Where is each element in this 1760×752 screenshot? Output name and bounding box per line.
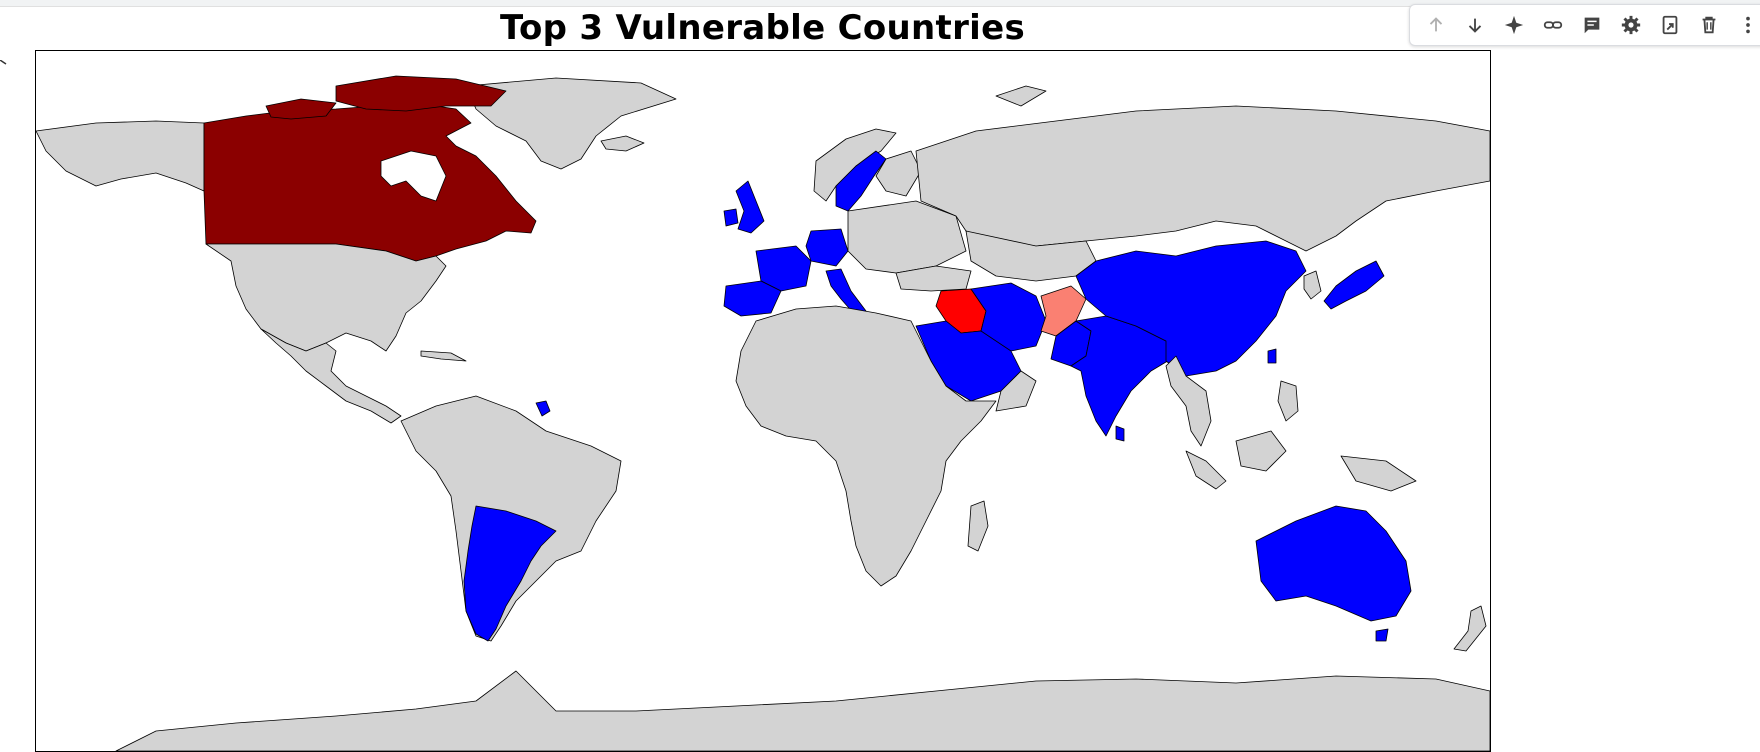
- map-madagascar: [967, 500, 989, 552]
- map-canada: [203, 102, 537, 262]
- map-greenland: [465, 77, 677, 170]
- map-ireland: [723, 208, 739, 227]
- gear-icon: [1621, 15, 1641, 35]
- map-novaya-zemlya: [995, 85, 1047, 107]
- move-up-button[interactable]: [1416, 7, 1455, 43]
- map-canada-islands-2: [265, 98, 337, 120]
- map-hudson-bay: [380, 150, 447, 202]
- map-australia: [1255, 505, 1412, 622]
- settings-button[interactable]: [1612, 7, 1651, 43]
- map-sri-lanka: [1115, 425, 1125, 442]
- map-antarctica: [115, 670, 1490, 751]
- ai-assist-button[interactable]: [1494, 7, 1533, 43]
- map-taiwan: [1267, 348, 1277, 364]
- chart-title: Top 3 Vulnerable Countries: [499, 8, 1026, 48]
- map-new-guinea: [1340, 455, 1417, 492]
- map-mexico: [260, 328, 402, 424]
- trash-icon: [1702, 16, 1716, 34]
- mirror-cell-button[interactable]: [1651, 7, 1690, 43]
- map-finland: [875, 150, 922, 197]
- map-argentina: [463, 505, 557, 642]
- map-iran: [970, 282, 1047, 352]
- map-china: [1075, 240, 1307, 377]
- arrow-down-icon: [1468, 18, 1481, 33]
- mirror-cell-icon: [1662, 15, 1678, 35]
- map-oman-yemen: [995, 370, 1037, 412]
- map-korea: [1303, 270, 1322, 300]
- more-vert-icon: [1746, 16, 1751, 34]
- comment-button[interactable]: [1572, 7, 1611, 43]
- world-map-svg: [36, 75, 1490, 751]
- delete-cell-button[interactable]: [1690, 7, 1729, 43]
- link-button[interactable]: [1533, 7, 1572, 43]
- map-southeast-asia: [1165, 355, 1212, 447]
- map-borneo: [1235, 430, 1287, 472]
- world-map: [35, 50, 1491, 752]
- map-iceland: [600, 135, 645, 152]
- map-united-kingdom: [735, 180, 765, 234]
- map-new-zealand: [1453, 605, 1487, 652]
- arrow-up-icon: [1429, 17, 1442, 32]
- map-russia: [915, 105, 1490, 252]
- map-spain: [723, 280, 782, 317]
- map-sumatra: [1185, 450, 1227, 490]
- map-french-guiana: [535, 400, 551, 417]
- comment-icon: [1584, 17, 1600, 34]
- cell-toolbar: [1409, 4, 1760, 46]
- map-canada-islands: [335, 75, 507, 112]
- move-down-button[interactable]: [1455, 7, 1494, 43]
- link-icon: [1543, 21, 1563, 29]
- map-africa: [735, 305, 997, 587]
- collapse-indicator-icon: [0, 60, 7, 65]
- more-options-button[interactable]: [1729, 7, 1760, 43]
- map-tasmania: [1375, 628, 1389, 642]
- map-germany: [805, 228, 849, 267]
- top-edge: [0, 0, 1760, 7]
- map-united-states: [205, 243, 447, 352]
- sparkle-icon: [1504, 15, 1523, 35]
- map-philippines: [1277, 380, 1299, 422]
- map-alaska: [36, 120, 205, 192]
- map-sweden: [835, 150, 887, 212]
- map-cuba: [420, 350, 467, 362]
- map-japan: [1323, 260, 1385, 310]
